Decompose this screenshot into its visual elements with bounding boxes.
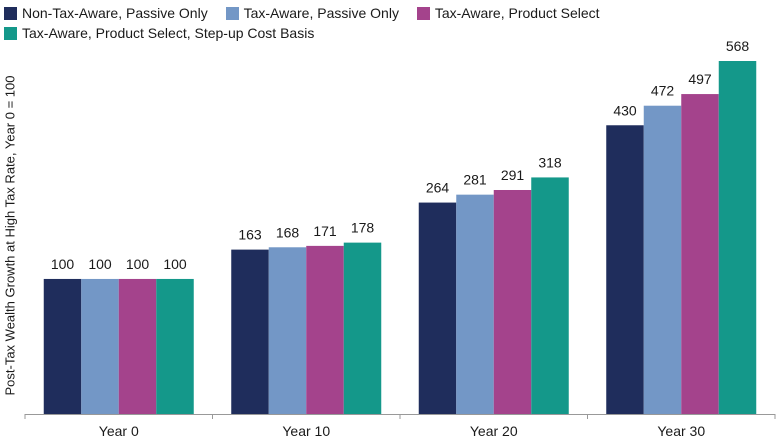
x-tick-label: Year 30 xyxy=(657,423,705,439)
data-label: 430 xyxy=(613,102,637,118)
data-label: 318 xyxy=(538,154,562,170)
legend-item: Tax-Aware, Passive Only xyxy=(225,3,399,23)
bar xyxy=(681,94,719,415)
bar xyxy=(81,278,119,414)
bar xyxy=(531,177,569,414)
data-label: 291 xyxy=(501,167,525,183)
bar xyxy=(643,105,682,414)
data-label: 100 xyxy=(163,256,187,272)
data-label: 168 xyxy=(276,224,300,240)
data-label: 281 xyxy=(463,172,487,188)
legend-label: Non-Tax-Aware, Passive Only xyxy=(22,5,208,21)
bar xyxy=(456,194,494,414)
legend-swatch xyxy=(4,26,17,40)
data-label: 100 xyxy=(88,256,112,272)
bar xyxy=(606,125,644,415)
legend-item: Non-Tax-Aware, Passive Only xyxy=(4,3,208,23)
data-label: 264 xyxy=(426,180,450,196)
bar xyxy=(268,247,307,414)
bar xyxy=(493,189,532,414)
bar xyxy=(418,202,457,414)
data-label: 472 xyxy=(651,83,675,99)
data-label: 497 xyxy=(688,71,712,87)
data-label: 171 xyxy=(313,223,337,239)
x-tick-label: Year 0 xyxy=(99,423,139,439)
data-label: 163 xyxy=(238,227,262,243)
legend-item: Tax-Aware, Product Select, Step-up Cost … xyxy=(4,23,314,43)
bar xyxy=(231,249,269,414)
x-tick-label: Year 10 xyxy=(282,423,330,439)
bar xyxy=(118,278,157,414)
legend-swatch xyxy=(4,6,17,20)
bar xyxy=(306,245,344,414)
data-label: 568 xyxy=(726,38,750,54)
bar xyxy=(718,61,757,414)
legend-label: Tax-Aware, Product Select, Step-up Cost … xyxy=(22,25,315,41)
bar xyxy=(43,278,82,414)
legend: Non-Tax-Aware, Passive Only Tax-Aware, P… xyxy=(4,3,704,43)
data-label: 100 xyxy=(126,256,150,272)
legend-label: Tax-Aware, Product Select xyxy=(434,5,600,21)
data-label: 100 xyxy=(51,256,75,272)
legend-item: Tax-Aware, Product Select xyxy=(416,3,600,23)
data-label: 178 xyxy=(351,220,375,236)
legend-swatch xyxy=(225,6,239,20)
bar xyxy=(343,242,382,414)
legend-swatch xyxy=(416,6,430,20)
x-tick-label: Year 20 xyxy=(470,423,518,439)
bar xyxy=(156,278,194,414)
legend-label: Tax-Aware, Passive Only xyxy=(243,5,399,21)
